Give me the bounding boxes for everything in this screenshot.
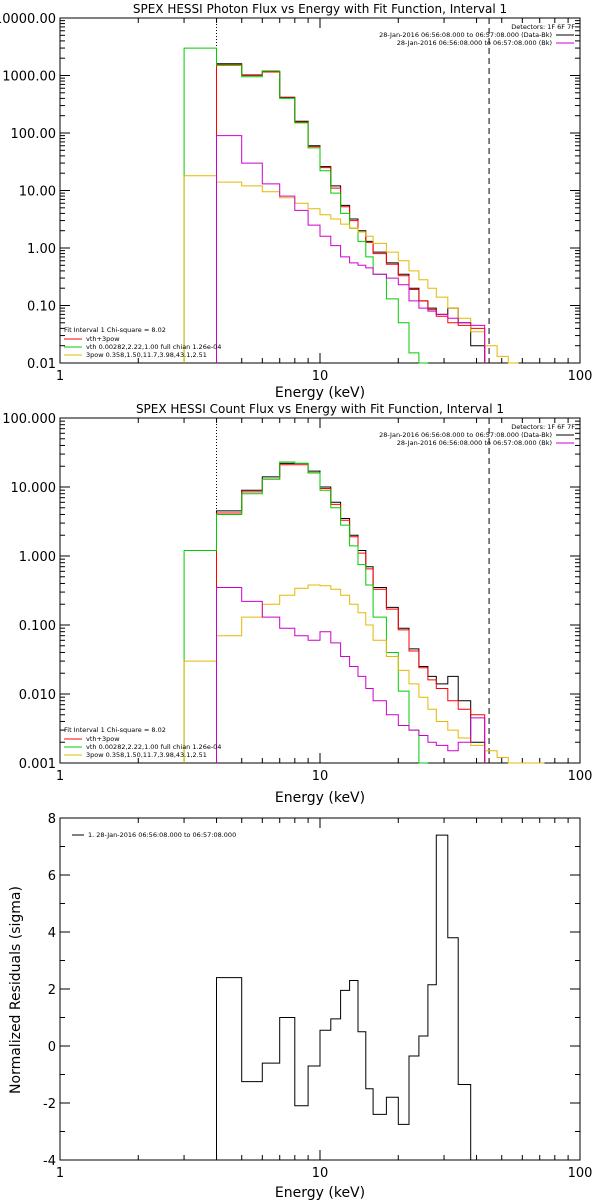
residuals-panel: 1 10 100 -4 -2 0 2 4 6 8 1. 28-Jan-2016 06:56:08.… — [8, 812, 592, 1200]
series-line — [183, 584, 545, 764]
panel-1-info-line-2: 28-Jan-2016 06:56:08.000 to 06:57:08.000… — [397, 39, 552, 47]
y-tick-label: -2 — [43, 1097, 56, 1112]
y-tick-label: -4 — [43, 1154, 56, 1169]
panel-1-frame — [59, 17, 581, 364]
panel-2-axes: 1 10 100 0.001 0.010 0.100 1.000 10.000 100.000 — [2, 412, 592, 784]
panel-2-legend-vth: vth 0.00282,2.22,1.00 full chian 1.26e-0… — [86, 743, 221, 751]
series-line — [216, 64, 486, 363]
x-tick-label: 100 — [568, 769, 593, 784]
panel-2-frame — [59, 417, 581, 764]
panel-1-series — [183, 47, 519, 364]
panel-2-legend-total: vth+3pow — [86, 735, 120, 743]
x-tick-label: 100 — [568, 1166, 593, 1181]
panel-3-y-axis-label: Normalized Residuals (sigma) — [8, 886, 24, 1094]
y-tick-label: 0.001 — [19, 757, 56, 772]
series-line — [216, 834, 472, 1160]
y-tick-label: 4 — [48, 926, 56, 941]
panel-1-legend-pow: 3pow 0.358,1.50,11.7,3.98,43.1,2.51 — [86, 351, 207, 359]
y-tick-label: 1.00 — [27, 242, 56, 257]
panel-2-legend-pow: 3pow 0.358,1.50,11.7,3.98,43.1,2.51 — [86, 751, 207, 759]
y-tick-label: 0.01 — [27, 357, 56, 372]
y-tick-label: 10000.00 — [0, 12, 56, 27]
panel-1-info-line-1: 28-Jan-2016 06:56:08.000 to 06:57:08.000… — [379, 31, 552, 39]
panel-1-legend-header: Fit Interval 1 Chi-square = 8.02 — [64, 326, 166, 334]
panel-2-info-line-2: 28-Jan-2016 06:56:08.000 to 06:57:08.000… — [397, 439, 552, 447]
count-flux-panel: SPEX HESSI Count Flux vs Energy with Fit… — [2, 402, 592, 806]
panel-3-series — [216, 834, 472, 1160]
y-tick-label: 0.010 — [19, 688, 56, 703]
y-tick-label: 0 — [48, 1040, 56, 1055]
y-tick-label: 0.100 — [19, 619, 56, 634]
panel-1-title: SPEX HESSI Photon Flux vs Energy with Fi… — [133, 2, 507, 16]
series-line — [183, 461, 428, 764]
x-tick-label: 10 — [312, 769, 329, 784]
y-tick-label: 1000.00 — [2, 70, 56, 85]
series-line — [216, 587, 486, 763]
y-tick-label: 10.000 — [11, 481, 57, 496]
x-tick-label: 100 — [568, 369, 593, 384]
x-tick-label: 10 — [312, 1166, 329, 1181]
x-tick-label: 1 — [56, 369, 64, 384]
y-tick-label: 2 — [48, 983, 56, 998]
photon-flux-panel: SPEX HESSI Photon Flux vs Energy with Fi… — [0, 2, 592, 401]
panel-1-legend-total: vth+3pow — [86, 335, 120, 343]
panel-2-title: SPEX HESSI Count Flux vs Energy with Fit… — [136, 402, 504, 416]
panel-2-series — [183, 461, 545, 764]
y-tick-label: 8 — [48, 812, 56, 827]
series-line — [183, 175, 519, 364]
panel-3-legend: 1. 28-Jan-2016 06:56:08.000 to 06:57:08.… — [88, 831, 236, 839]
series-line — [216, 63, 486, 363]
y-tick-label: 100.00 — [11, 127, 57, 142]
y-tick-label: 10.00 — [19, 185, 56, 200]
series-line — [183, 47, 428, 364]
panel-1-legend-vth: vth 0.00282,2.22,1.00 full chian 1.26e-0… — [86, 343, 221, 351]
panel-1-detectors: Detectors: 1F 6F 7F — [511, 23, 575, 31]
y-tick-label: 6 — [48, 869, 56, 884]
y-tick-label: 100.000 — [2, 412, 56, 427]
panel-3-frame — [59, 817, 581, 1161]
panel-3-axes: 1 10 100 -4 -2 0 2 4 6 8 — [43, 812, 592, 1181]
series-line — [216, 462, 486, 763]
panel-2-detectors: Detectors: 1F 6F 7F — [511, 423, 575, 431]
panel-3-x-axis-label: Energy (keV) — [275, 1185, 365, 1200]
panel-1-x-axis-label: Energy (keV) — [275, 385, 365, 401]
x-tick-label: 10 — [312, 369, 329, 384]
panel-2-legend-header: Fit Interval 1 Chi-square = 8.02 — [64, 726, 166, 734]
panel-2-x-axis-label: Energy (keV) — [275, 790, 365, 806]
y-tick-label: 0.10 — [27, 300, 56, 315]
x-tick-label: 1 — [56, 769, 64, 784]
panel-2-info-line-1: 28-Jan-2016 06:56:08.000 to 06:57:08.000… — [379, 431, 552, 439]
series-line — [216, 135, 486, 363]
series-line — [216, 464, 486, 763]
y-tick-label: 1.000 — [19, 550, 56, 565]
x-tick-label: 1 — [56, 1166, 64, 1181]
